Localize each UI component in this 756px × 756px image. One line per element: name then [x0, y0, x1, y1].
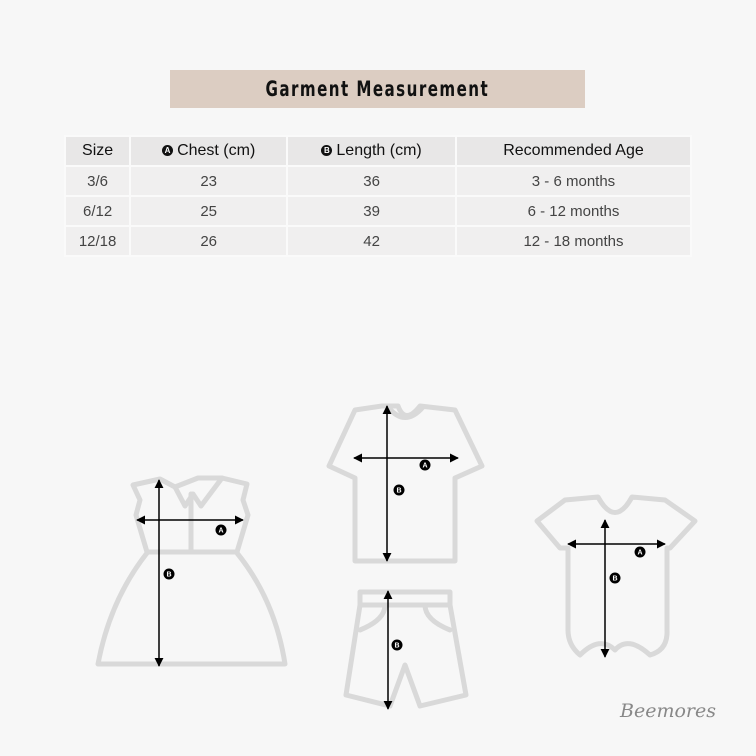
- table-row: 6/12 25 39 6 - 12 months: [63, 195, 693, 227]
- measure-arrows: [136, 405, 666, 710]
- cell: 42: [286, 225, 457, 257]
- label-b-tshirt: B: [393, 484, 405, 496]
- label-a-tshirt: A: [419, 459, 431, 471]
- cell: 25: [129, 195, 289, 227]
- shorts-icon: [343, 589, 469, 709]
- cell: 36: [286, 165, 457, 197]
- cell: 39: [286, 195, 457, 227]
- dress-icon: [95, 475, 288, 667]
- table-header: Size A Chest (cm) B Length (cm) Recommende…: [63, 135, 693, 167]
- tshirt-icon: [326, 403, 485, 564]
- label-a-dress: A: [215, 524, 227, 536]
- header-size: Size: [63, 135, 132, 167]
- svg-text:B: B: [166, 572, 171, 579]
- cell: 3/6: [63, 165, 132, 197]
- title-bar: Garment Measurement: [170, 70, 585, 108]
- label-a-onesie: A: [634, 546, 646, 558]
- brand-signature: Beemores: [620, 700, 716, 722]
- svg-text:B: B: [394, 643, 399, 650]
- svg-text:A: A: [422, 463, 427, 470]
- onesie-icon: [534, 494, 698, 658]
- badge-b: B: [321, 145, 333, 157]
- cell: 6/12: [63, 195, 132, 227]
- cell: 26: [129, 225, 289, 257]
- label-b-dress: B: [163, 568, 175, 580]
- cell: 3 - 6 months: [454, 165, 693, 197]
- page-title: Garment Measurement: [265, 77, 490, 101]
- badge-a: A: [162, 145, 174, 157]
- cell: 12/18: [63, 225, 132, 257]
- table-row: 3/6 23 36 3 - 6 months: [63, 165, 693, 197]
- cell: 12 - 18 months: [454, 225, 693, 257]
- table-row: 12/18 26 42 12 - 18 months: [63, 225, 693, 257]
- svg-text:B: B: [396, 488, 401, 495]
- label-b-onesie: B: [609, 572, 621, 584]
- header-length: B Length (cm): [286, 135, 457, 167]
- cell: 23: [129, 165, 289, 197]
- svg-text:A: A: [637, 550, 642, 557]
- label-b-shorts: B: [391, 639, 403, 651]
- svg-text:B: B: [612, 576, 617, 583]
- header-age: Recommended Age: [454, 135, 693, 167]
- cell: 6 - 12 months: [454, 195, 693, 227]
- svg-text:A: A: [218, 528, 223, 535]
- size-table: Size A Chest (cm) B Length (cm) Recommende…: [63, 135, 693, 257]
- header-chest: A Chest (cm): [129, 135, 289, 167]
